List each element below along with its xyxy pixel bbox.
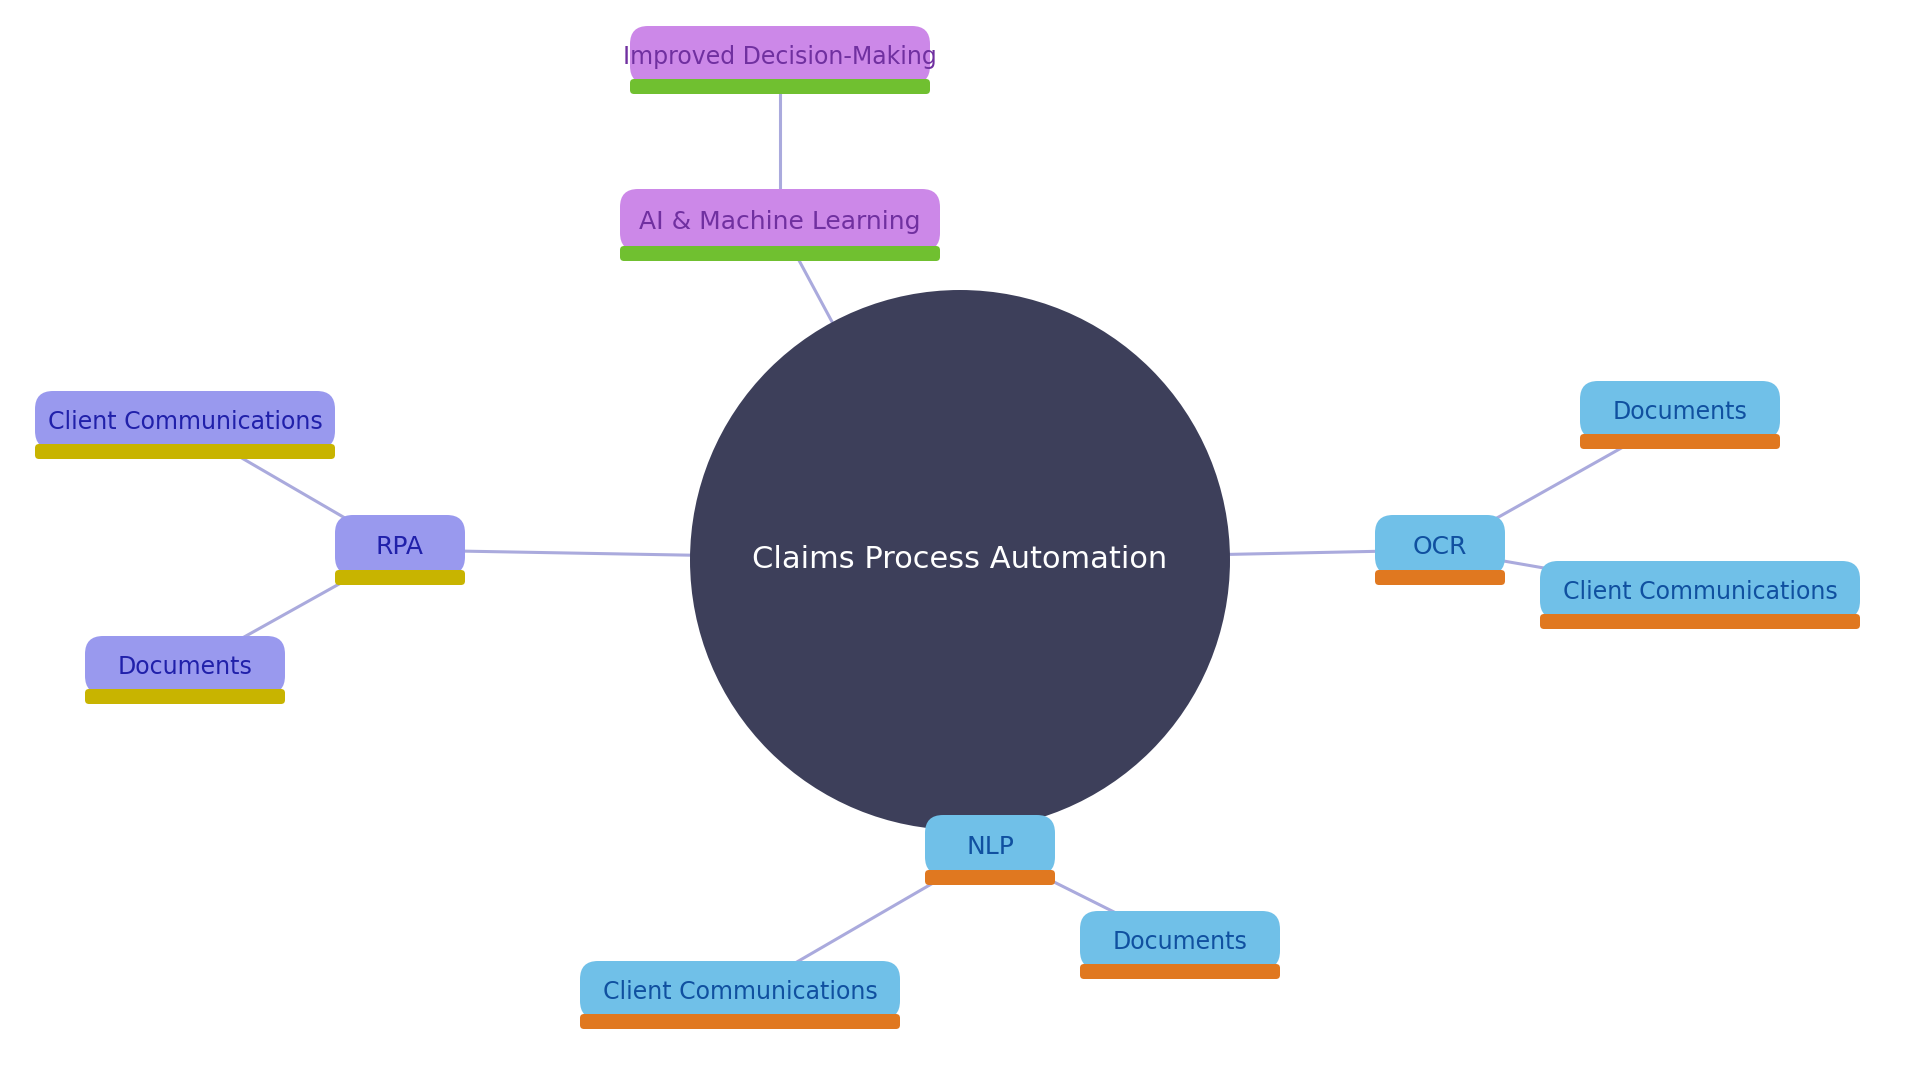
Text: AI & Machine Learning: AI & Machine Learning	[639, 210, 922, 234]
Ellipse shape	[689, 291, 1231, 831]
FancyBboxPatch shape	[580, 961, 900, 1020]
FancyBboxPatch shape	[630, 26, 929, 84]
Text: NLP: NLP	[966, 835, 1014, 859]
FancyBboxPatch shape	[925, 815, 1054, 875]
FancyBboxPatch shape	[1540, 561, 1860, 619]
FancyBboxPatch shape	[334, 515, 465, 575]
Text: Claims Process Automation: Claims Process Automation	[753, 545, 1167, 575]
Text: Improved Decision-Making: Improved Decision-Making	[624, 45, 937, 69]
FancyBboxPatch shape	[620, 246, 941, 261]
FancyBboxPatch shape	[334, 570, 465, 585]
FancyBboxPatch shape	[1375, 515, 1505, 575]
FancyBboxPatch shape	[630, 79, 929, 94]
FancyBboxPatch shape	[580, 1014, 900, 1029]
Text: Documents: Documents	[117, 654, 252, 679]
FancyBboxPatch shape	[925, 870, 1054, 885]
FancyBboxPatch shape	[1580, 381, 1780, 438]
FancyBboxPatch shape	[620, 189, 941, 251]
FancyBboxPatch shape	[1540, 615, 1860, 629]
FancyBboxPatch shape	[1079, 964, 1281, 978]
Text: Client Communications: Client Communications	[48, 410, 323, 434]
FancyBboxPatch shape	[35, 444, 334, 459]
Text: Client Communications: Client Communications	[603, 980, 877, 1004]
FancyBboxPatch shape	[1580, 434, 1780, 449]
FancyBboxPatch shape	[35, 391, 334, 449]
Text: Documents: Documents	[1613, 400, 1747, 424]
FancyBboxPatch shape	[84, 636, 284, 694]
FancyBboxPatch shape	[1079, 912, 1281, 969]
FancyBboxPatch shape	[1375, 570, 1505, 585]
Text: RPA: RPA	[376, 535, 424, 559]
Text: Client Communications: Client Communications	[1563, 580, 1837, 604]
Text: OCR: OCR	[1413, 535, 1467, 559]
FancyBboxPatch shape	[84, 689, 284, 704]
Text: Documents: Documents	[1112, 930, 1248, 954]
